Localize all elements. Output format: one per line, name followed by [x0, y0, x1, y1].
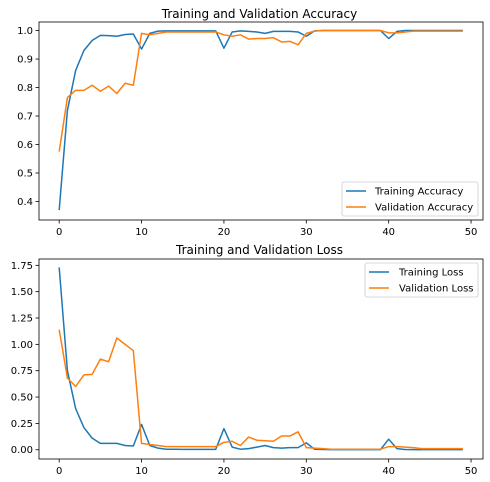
accuracy-chart-title: Training and Validation Accuracy: [161, 7, 357, 21]
loss-ytick-label: 1.75: [11, 261, 33, 272]
loss-plot-frame: [38, 258, 484, 460]
loss-xtick-label: 0: [56, 466, 62, 477]
accuracy-ytick-label: 1.0: [17, 26, 33, 37]
loss-ytick-label: 0.00: [11, 445, 33, 456]
loss-legend: Training Loss Validation Loss: [364, 262, 479, 298]
loss-ytick-label: 1.50: [11, 287, 33, 298]
loss-ytick-label: 0.50: [11, 393, 33, 404]
accuracy-plot-frame: [38, 21, 484, 221]
accuracy-xtick-label: 50: [465, 227, 478, 238]
accuracy-xtick-label: 20: [218, 227, 231, 238]
accuracy-ytick-label: 0.6: [17, 140, 33, 151]
loss-ticks: 0 10 20 30 40 50 0.00 0.25 0.50 0.75 1.00 1.25 1.50 1…: [11, 261, 478, 477]
legend-label-training-loss: Training Loss: [398, 268, 464, 279]
loss-ytick-label: 0.75: [11, 366, 33, 377]
accuracy-xtick-label: 30: [300, 227, 313, 238]
accuracy-legend-box: [341, 181, 479, 217]
accuracy-xtick-label: 0: [56, 227, 62, 238]
accuracy-ytick-label: 0.7: [17, 112, 33, 123]
accuracy-ytick-label: 0.4: [17, 197, 33, 208]
loss-xtick-label: 10: [135, 466, 148, 477]
loss-xtick-label: 50: [465, 466, 478, 477]
loss-ytick-label: 0.25: [11, 419, 33, 430]
accuracy-ytick-label: 0.5: [17, 168, 33, 179]
loss-xtick-label: 20: [218, 466, 231, 477]
accuracy-ytick-label: 0.8: [17, 83, 33, 94]
accuracy-chart: Training and Validation Accuracy 0 10 20 30…: [17, 7, 484, 238]
legend-label-validation-loss: Validation Loss: [399, 284, 474, 295]
loss-xtick-label: 40: [382, 466, 395, 477]
loss-ytick-label: 1.25: [11, 314, 33, 325]
accuracy-ytick-label: 0.9: [17, 55, 33, 66]
accuracy-xtick-label: 10: [135, 227, 148, 238]
accuracy-legend: Training Accuracy Validation Accuracy: [341, 181, 479, 217]
accuracy-ticks: 0 10 20 30 40 50 0.4 0.5 0.6 0.7 0.8 0.9 1.0: [17, 26, 477, 238]
accuracy-series-lines: [58, 29, 463, 211]
accuracy-xtick-label: 40: [382, 227, 395, 238]
loss-xtick-label: 30: [300, 466, 313, 477]
series-line-validation-loss: [58, 329, 463, 450]
series-line-validation-accuracy: [58, 29, 463, 152]
legend-label-validation-accuracy: Validation Accuracy: [375, 203, 473, 214]
loss-chart: Training and Validation Loss 0 10 20 30 40 50…: [11, 243, 484, 477]
legend-label-training-accuracy: Training Accuracy: [374, 187, 463, 198]
loss-legend-box: [364, 262, 479, 298]
loss-series-lines: [58, 267, 463, 451]
loss-chart-title: Training and Validation Loss: [175, 243, 343, 257]
loss-ytick-label: 1.00: [11, 340, 33, 351]
